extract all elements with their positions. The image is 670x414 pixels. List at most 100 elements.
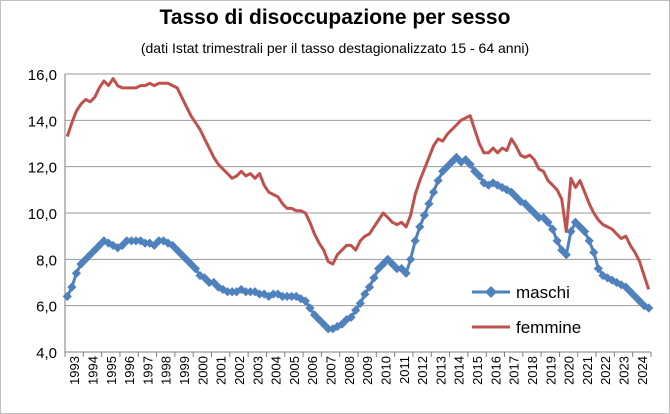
data-point-maschi [186,259,196,269]
x-tick-label: 1997 [140,356,155,385]
x-tick-label: 2001 [214,356,229,385]
data-point-maschi [520,199,530,209]
data-point-maschi [625,287,635,297]
data-point-maschi [593,264,603,274]
data-point-maschi [177,250,187,260]
data-point-maschi [319,319,329,329]
data-point-maschi [369,273,379,283]
chart-subtitle: (dati Istat trimestrali per il tasso des… [140,40,530,56]
data-point-maschi [309,310,320,320]
data-point-maschi [621,282,631,292]
x-tick-label: 2007 [324,356,339,385]
y-tick-label: 4,0 [36,345,57,362]
data-point-maschi [71,268,82,278]
x-tick-label: 1995 [104,356,119,385]
data-point-maschi [570,217,581,227]
data-point-maschi [630,291,640,301]
x-tick-label: 2009 [360,356,375,385]
data-point-maschi [314,314,324,325]
data-point-maschi [639,301,649,311]
data-point-maschi [305,303,315,313]
data-point-maschi [387,259,397,269]
x-tick-label: 1994 [85,356,100,385]
data-point-maschi [442,162,452,172]
data-point-maschi [90,245,100,255]
x-tick-label: 1998 [159,356,174,385]
data-point-maschi [190,264,201,274]
data-point-maschi [438,166,448,176]
data-point-maschi [67,282,77,292]
data-point-maschi [465,159,475,169]
data-point-maschi [525,203,535,213]
data-point-maschi [81,254,91,264]
data-point-maschi [474,171,484,181]
y-tick-label: 10,0 [28,206,57,223]
data-point-maschi [561,250,571,260]
data-point-maschi [584,236,594,246]
x-tick-label: 2015 [470,356,485,385]
legend-item-femmine: femmine [472,318,581,337]
data-point-maschi [172,245,182,255]
y-tick-label: 6,0 [36,299,57,316]
data-point-maschi [181,254,191,264]
data-point-maschi [424,199,434,209]
data-point-maschi [200,273,210,283]
data-point-maschi [337,319,347,329]
data-point-maschi [575,222,585,232]
x-tick-label: 2010 [378,356,393,385]
legend-item-maschi: maschi [472,283,570,302]
data-point-maschi [580,226,590,237]
x-tick-label: 2019 [543,356,558,385]
x-tick-label: 2017 [507,356,522,385]
data-point-maschi [557,245,567,255]
data-point-maschi [607,275,617,285]
data-point-maschi [209,277,219,288]
data-point-maschi [62,291,72,301]
data-point-maschi [543,217,553,227]
data-point-maschi [634,296,645,306]
data-point-maschi [346,312,356,322]
data-point-maschi [94,240,104,251]
data-point-maschi [451,152,462,162]
data-point-maschi [415,222,425,232]
data-point-maschi [351,305,361,315]
data-point-maschi [117,240,127,251]
data-point-maschi [538,213,549,223]
data-point-maschi [447,157,457,167]
data-point-maschi [355,298,365,308]
x-tick-label: 1993 [67,356,82,385]
data-point-maschi [378,259,388,269]
data-point-maschi [598,270,608,281]
data-point-maschi [589,247,599,257]
data-point-maschi [167,240,178,251]
data-point-maschi [85,250,95,260]
y-tick-label: 14,0 [28,113,57,130]
data-point-maschi [364,282,375,292]
legend: maschi femmine [472,283,581,337]
data-point-maschi [195,270,205,281]
data-point-maschi [113,243,123,253]
x-tick-label: 2006 [305,356,320,385]
data-point-maschi [433,175,443,186]
data-point-maschi [428,187,439,197]
y-tick-label: 8,0 [36,252,57,269]
legend-marker-maschi [485,286,497,298]
data-point-maschi [511,192,521,202]
x-tick-label: 2003 [250,356,265,385]
x-tick-label: 2005 [287,356,302,385]
data-point-maschi [149,240,159,251]
data-point-maschi [76,259,86,269]
data-point-maschi [470,166,480,176]
series-line-femmine [65,77,651,290]
data-point-maschi [360,289,370,299]
x-tick-label: 2013 [433,356,448,385]
data-point-maschi [602,273,613,283]
x-tick-label: 1999 [177,356,192,385]
x-tick-label: 2016 [488,356,503,385]
data-point-maschi [401,268,411,278]
data-point-maschi [383,254,393,264]
legend-label-femmine: femmine [516,318,581,337]
